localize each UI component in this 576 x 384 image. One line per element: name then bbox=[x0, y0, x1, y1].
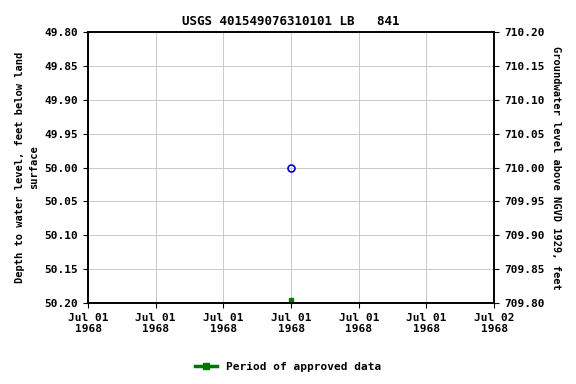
Y-axis label: Groundwater level above NGVD 1929, feet: Groundwater level above NGVD 1929, feet bbox=[551, 46, 561, 290]
Legend: Period of approved data: Period of approved data bbox=[191, 358, 385, 377]
Y-axis label: Depth to water level, feet below land
surface: Depth to water level, feet below land su… bbox=[15, 52, 39, 283]
Title: USGS 401549076310101 LB   841: USGS 401549076310101 LB 841 bbox=[183, 15, 400, 28]
